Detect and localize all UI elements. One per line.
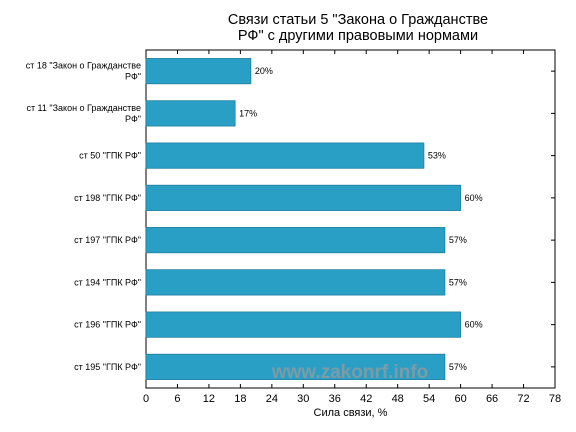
x-tick-label: 12 bbox=[203, 393, 215, 405]
watermark: www.zakonrf.info bbox=[271, 362, 429, 383]
category-label: РФ" bbox=[125, 72, 141, 82]
data-label: 57% bbox=[449, 362, 467, 372]
x-tick-label: 60 bbox=[454, 393, 466, 405]
data-label: 57% bbox=[449, 235, 467, 245]
x-tick-label: 18 bbox=[234, 393, 246, 405]
x-tick-label: 72 bbox=[517, 393, 529, 405]
data-label: 60% bbox=[465, 193, 483, 203]
category-label: ст 195 "ГПК РФ" bbox=[74, 362, 141, 372]
category-label: ст 18 "Закон о Гражданстве bbox=[26, 61, 141, 71]
category-label: ст 197 "ГПК РФ" bbox=[74, 235, 141, 245]
bar bbox=[145, 227, 446, 254]
bar bbox=[145, 353, 446, 380]
bar bbox=[145, 100, 236, 127]
data-label: 20% bbox=[255, 66, 273, 76]
plot-frame bbox=[145, 49, 556, 389]
category-label: ст 50 "ГПК РФ" bbox=[79, 151, 141, 161]
x-tick-label: 42 bbox=[360, 393, 372, 405]
data-labels: 20% 17% 53% 60% 57% 57% 60% 57% bbox=[239, 66, 482, 372]
category-label: ст 198 "ГПК РФ" bbox=[74, 193, 141, 203]
chart-title: Связи статьи 5 "Закона о ГражданствеРФ" … bbox=[228, 12, 488, 44]
x-tick-label: 0 bbox=[143, 393, 149, 405]
category-label: ст 196 "ГПК РФ" bbox=[74, 320, 141, 330]
category-label: ст 11 "Закон о Гражданстве bbox=[26, 103, 141, 113]
category-label: ст 194 "ГПК РФ" bbox=[74, 277, 141, 287]
x-tick-label: 30 bbox=[297, 393, 309, 405]
data-label: 57% bbox=[449, 277, 467, 287]
x-tick-label: 48 bbox=[392, 393, 404, 405]
bar bbox=[145, 58, 252, 85]
x-tick-label: 36 bbox=[329, 393, 341, 405]
x-tick-label: 78 bbox=[549, 393, 561, 405]
x-axis: 0 6 12 18 24 30 36 42 48 54 60 66 72 78 bbox=[143, 50, 561, 405]
x-tick-label: 66 bbox=[486, 393, 498, 405]
chart-title-line: РФ" с другими правовыми нормами bbox=[238, 28, 478, 44]
category-label: РФ" bbox=[125, 114, 141, 124]
bars bbox=[145, 58, 462, 380]
x-tick-label: 54 bbox=[423, 393, 435, 405]
bar bbox=[145, 311, 462, 338]
data-label: 60% bbox=[465, 320, 483, 330]
chart-title-line: Связи статьи 5 "Закона о Гражданстве bbox=[228, 12, 488, 28]
x-tick-label: 24 bbox=[266, 393, 278, 405]
bar bbox=[145, 269, 446, 296]
bar bbox=[145, 142, 425, 169]
data-label: 17% bbox=[239, 108, 257, 118]
bar bbox=[145, 184, 462, 211]
data-label: 53% bbox=[428, 151, 446, 161]
x-axis-title: Сила связи, % bbox=[314, 407, 388, 419]
x-tick-label: 6 bbox=[174, 393, 180, 405]
